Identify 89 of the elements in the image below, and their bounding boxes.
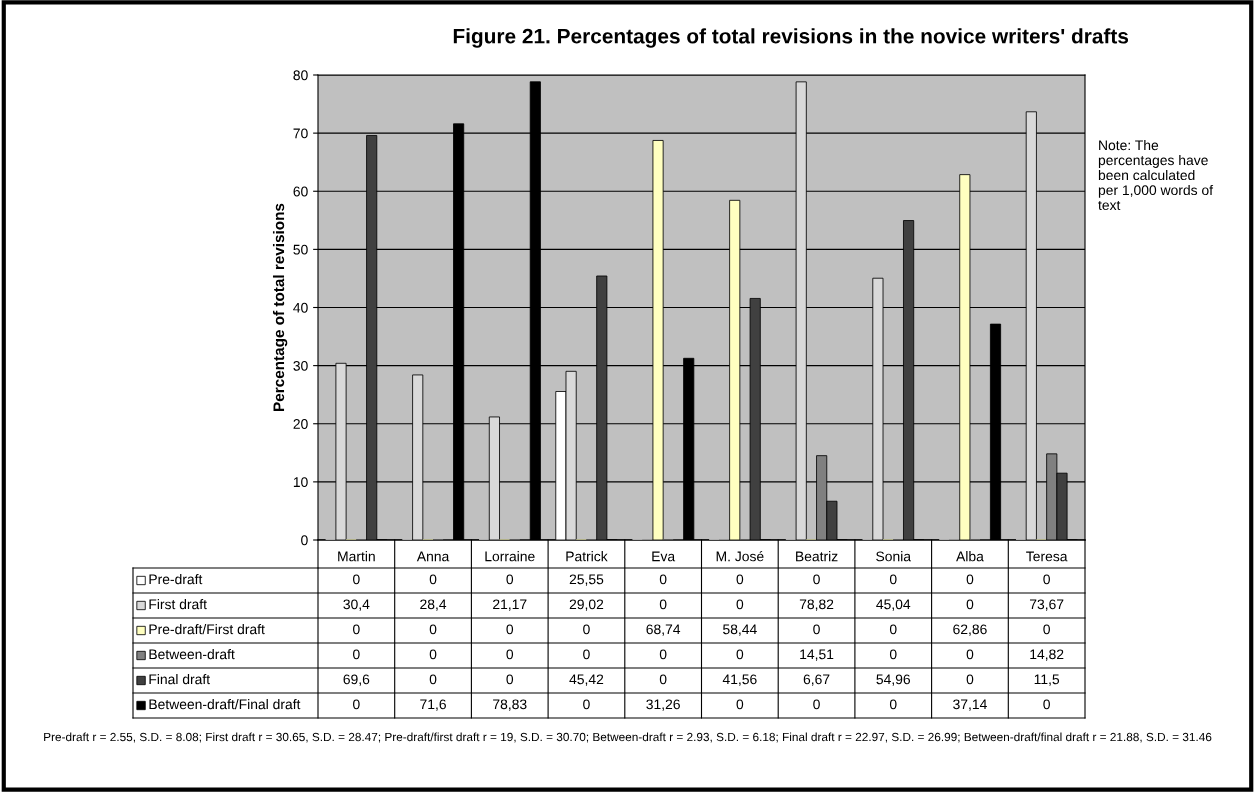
data-label: 31,26	[646, 699, 680, 711]
data-label: 78,82	[799, 599, 834, 611]
data-label: 0	[1043, 574, 1050, 585]
data-label: 0	[583, 699, 590, 710]
data-label: 0	[353, 699, 360, 710]
x-tick-label: M. José	[716, 550, 764, 562]
y-tick-label: 50	[293, 244, 308, 255]
data-label: 41,56	[722, 674, 757, 686]
data-label: 0	[1043, 699, 1050, 710]
legend-label: Pre-draft/First draft	[149, 624, 265, 635]
data-label: 68,74	[646, 624, 681, 636]
x-tick-label: Martin	[338, 551, 375, 562]
data-label: 0	[506, 624, 514, 635]
data-label: 0	[1043, 624, 1050, 635]
data-label: 54,96	[876, 674, 911, 686]
data-label: 62,86	[953, 624, 987, 636]
data-label: 0	[889, 574, 897, 585]
data-label: 0	[353, 574, 360, 585]
data-label: 0	[736, 649, 744, 660]
data-label: 25,55	[569, 574, 604, 586]
legend-label: Between-draft	[149, 649, 235, 660]
y-tick-label: 30	[293, 360, 308, 371]
y-tick-label: 10	[293, 477, 308, 488]
data-label: 0	[429, 624, 437, 635]
y-axis-title: Percentage of total revisions	[272, 203, 288, 411]
y-tick-label: 60	[293, 186, 308, 197]
data-label: 0	[736, 574, 744, 585]
data-label: 30,4	[343, 599, 370, 611]
y-tick-label: 0	[301, 535, 308, 546]
data-label: 0	[659, 574, 667, 585]
data-label: 71,6	[420, 699, 446, 711]
data-label: 0	[353, 624, 360, 635]
data-label: 58,44	[723, 624, 757, 636]
data-label: 0	[659, 649, 667, 660]
legend-label: Pre-draft	[149, 574, 203, 585]
data-label: 0	[736, 599, 744, 610]
legend-label: First draft	[149, 599, 207, 610]
data-label: 73,67	[1029, 599, 1064, 611]
x-tick-label: Sonia	[876, 551, 912, 562]
x-tick-label: Alba	[956, 551, 984, 562]
data-label: 28,4	[420, 599, 447, 611]
chart-title: Figure 21. Percentages of total revisions in the novice writers' drafts	[453, 28, 1129, 48]
data-label: 37,14	[953, 699, 987, 711]
data-label: 14,82	[1030, 649, 1064, 661]
data-label: 45,42	[569, 674, 604, 686]
x-tick-label: Anna	[416, 551, 450, 562]
legend-label: Final draft	[149, 674, 210, 685]
data-label: 0	[506, 674, 514, 685]
data-label: 0	[966, 649, 974, 660]
data-label: 0	[659, 674, 667, 685]
data-label: 0	[506, 574, 514, 585]
data-label: 0	[429, 649, 437, 660]
data-label: 0	[889, 649, 897, 660]
x-tick-label: Patrick	[566, 551, 608, 562]
data-label: 0	[429, 574, 437, 585]
data-label: 14,51	[800, 649, 834, 661]
data-label: 69,6	[343, 674, 370, 686]
data-label: 0	[813, 699, 820, 710]
x-tick-label: Eva	[652, 551, 676, 562]
data-label: 0	[813, 574, 820, 585]
data-label: 0	[813, 624, 820, 635]
data-label: 6,67	[803, 674, 830, 686]
x-tick-label: Teresa	[1026, 551, 1068, 562]
y-tick-label: 20	[293, 419, 308, 429]
text: Note: The percentages have been calculated per 1,000 words of text	[1098, 140, 1214, 211]
data-label: 0	[736, 699, 744, 710]
data-label: 0	[506, 649, 514, 660]
data-label: 21,17	[493, 599, 527, 611]
data-label: 0	[353, 649, 360, 660]
data-label: 0	[583, 624, 590, 635]
y-tick-label: 40	[293, 302, 308, 313]
y-tick-label: 70	[293, 128, 308, 139]
data-label: 0	[583, 649, 590, 660]
data-label: 45,04	[876, 599, 911, 611]
data-label: 0	[889, 624, 897, 635]
data-label: 0	[966, 599, 974, 610]
text: Pre-draft r = 2.55, S.D. = 8.08; First draft r = 30.65, S.D. = 28.47; Pre-draft/first draft r = 19, S.D. = 30.70; Between-draft r = 2.93, S.D. = 6.18; Final draft r = 22.97, S.D. = 26.99; Between-draft/final draft r = 21.88, S.D. = 31.46	[44, 732, 1212, 743]
x-tick-label: Beatriz	[796, 551, 838, 562]
data-label: 0	[889, 699, 897, 710]
data-label: 29,02	[569, 599, 604, 611]
legend-label: Between-draft/Final draft	[149, 699, 301, 710]
data-label: 0	[966, 674, 974, 685]
data-label: 0	[429, 674, 437, 685]
x-tick-label: Lorraine	[485, 551, 535, 562]
data-label: 0	[966, 574, 974, 585]
data-label: 0	[659, 599, 667, 610]
y-tick-label: 80	[293, 70, 308, 81]
data-label: 78,83	[493, 699, 527, 711]
data-label: 11,5	[1034, 674, 1060, 686]
